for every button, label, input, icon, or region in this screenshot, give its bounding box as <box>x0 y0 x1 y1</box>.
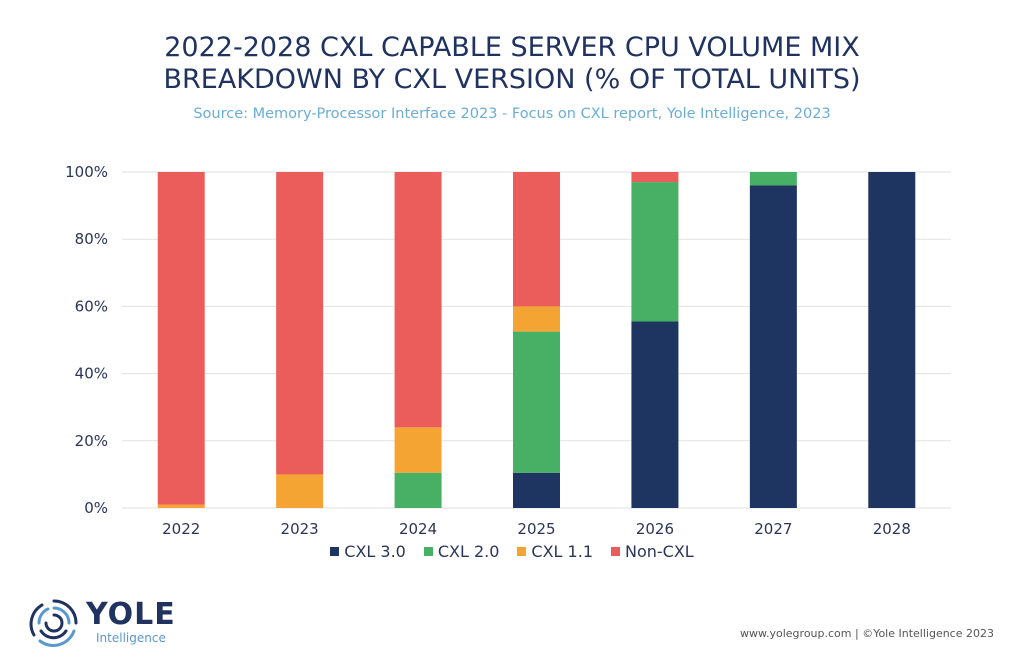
legend-item-cxl11: CXL 1.1 <box>517 542 593 561</box>
bar-segment-cxl-3-0-2027 <box>749 185 797 508</box>
x-tick-label: 2022 <box>162 520 200 538</box>
bar-segment-non-cxl-2025 <box>513 172 560 307</box>
legend-item-cxl2: CXL 2.0 <box>423 542 500 561</box>
bars <box>157 172 916 508</box>
y-tick-label: 0% <box>84 499 108 517</box>
y-tick-label: 100% <box>65 163 108 181</box>
bar-segment-non-cxl-2026 <box>631 172 679 183</box>
bar-segment-cxl-2-0-2025 <box>513 331 560 473</box>
legend: CXL 3.0 CXL 2.0 CXL 1.1 Non-CXL <box>0 542 1024 561</box>
x-tick-label: 2023 <box>281 520 319 538</box>
chart-title-line2: BREAKDOWN BY CXL VERSION (% OF TOTAL UNI… <box>163 64 861 95</box>
logo-name: YOLE <box>86 597 176 632</box>
x-tick-label: 2026 <box>636 520 674 538</box>
bar-segment-cxl-1-1-2023 <box>276 474 324 508</box>
chart-title-line1: 2022-2028 CXL CAPABLE SERVER CPU VOLUME … <box>164 32 860 63</box>
x-tick-label: 2024 <box>399 520 437 538</box>
legend-swatch <box>330 547 340 556</box>
x-tick-label: 2025 <box>517 520 555 538</box>
bar-segment-non-cxl-2023 <box>276 172 324 475</box>
x-tick-label: 2028 <box>873 520 911 538</box>
bar-segment-cxl-3-0-2028 <box>868 172 916 508</box>
logo-subtitle: Intelligence <box>96 631 166 645</box>
legend-item-non-cxl: Non-CXL <box>611 542 694 561</box>
bar-segment-cxl-2-0-2027 <box>749 172 797 186</box>
legend-item-cxl3: CXL 3.0 <box>330 542 406 561</box>
bar-segment-cxl-1-1-2024 <box>394 427 442 473</box>
bar-segment-cxl-2-0-2024 <box>394 472 442 508</box>
y-tick-label: 60% <box>75 297 108 315</box>
y-tick-label: 80% <box>75 230 108 248</box>
bar-segment-cxl-3-0-2025 <box>513 472 560 508</box>
legend-swatch <box>517 547 527 556</box>
x-axis-ticks: 2022 2023 2024 2025 2026 2027 2028 <box>162 520 911 538</box>
yole-logo: YOLE Intelligence <box>26 597 176 647</box>
footer-credit: www.yolegroup.com | ©Yole Intelligence 2… <box>740 627 994 640</box>
y-axis-ticks: 0% 20% 40% 60% 80% 100% <box>65 163 108 517</box>
legend-label: Non-CXL <box>625 542 694 561</box>
legend-label: CXL 1.1 <box>531 542 593 561</box>
chart-subtitle: Source: Memory-Processor Interface 2023 … <box>193 106 831 122</box>
legend-swatch <box>611 547 620 556</box>
bar-segment-non-cxl-2024 <box>394 172 442 428</box>
legend-swatch <box>423 547 433 556</box>
yole-logo-icon <box>29 599 78 647</box>
x-tick-label: 2027 <box>754 520 792 538</box>
legend-label: CXL 3.0 <box>344 542 406 561</box>
bar-segment-non-cxl-2022 <box>157 172 205 505</box>
stacked-bar-chart: 0%20%40%60%80%100% 2022 2023 2024 2025 2026 2… <box>65 163 951 538</box>
bar-segment-cxl-3-0-2026 <box>631 321 679 508</box>
bar-segment-cxl-2-0-2026 <box>631 182 679 322</box>
legend-label: CXL 2.0 <box>437 542 500 561</box>
y-tick-label: 40% <box>75 365 108 383</box>
bar-segment-cxl-1-1-2025 <box>513 306 560 332</box>
bar-segment-cxl-1-1-2022 <box>157 504 205 508</box>
y-tick-label: 20% <box>75 432 108 450</box>
